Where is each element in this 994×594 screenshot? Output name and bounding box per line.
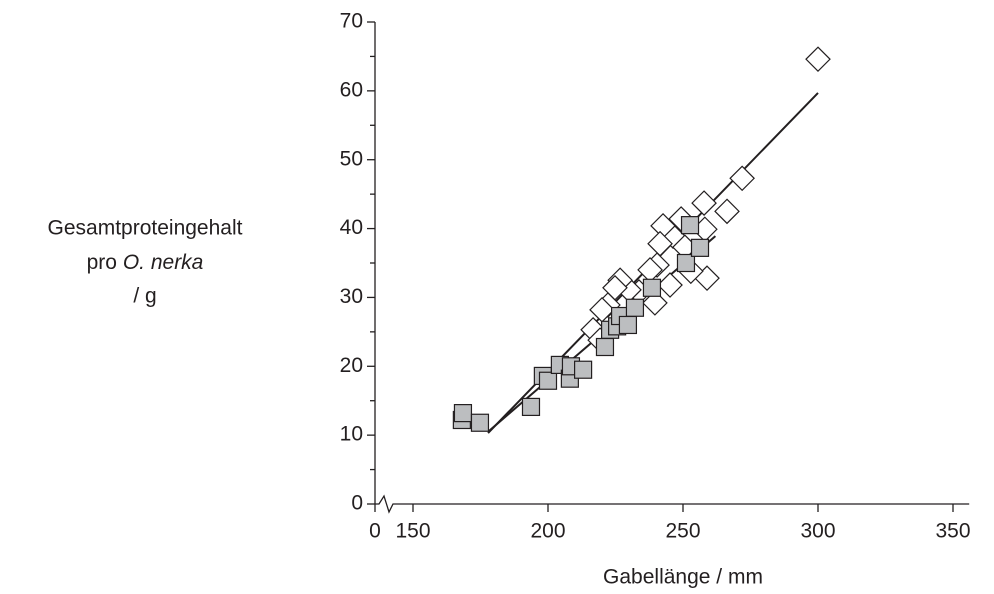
square-point [690,238,710,257]
diamond-point [642,290,668,316]
y-axis-label: Gesamtproteingehalt [48,217,243,240]
x-axis-label: Gabellänge / mm [603,566,763,589]
x-axis [375,494,970,514]
x-tick-label: 350 [935,520,970,543]
diamond-point [691,190,717,216]
square-point [470,413,490,432]
plot-area: 0 10 20 30 40 50 60 70 0 150 200 250 300 350 [340,10,971,543]
square-point [618,315,638,335]
square-point [625,298,645,317]
y-axis-label: / g [133,285,156,308]
y-axis-label: pro O. nerka [87,251,204,274]
y-tick-label: 0 [351,492,363,515]
y-axis-label-italic: O. nerka [123,251,204,274]
diamond-point [714,198,740,225]
square-point [680,216,700,235]
y-tick-label: 10 [340,423,363,446]
diamond-point [805,46,831,73]
x-tick-label: 200 [530,520,565,543]
square-point [676,253,696,273]
x-tick-label: 300 [800,520,835,543]
square-point [573,360,593,379]
x-tick-label: 0 [369,520,381,543]
y-tick-label: 60 [340,78,363,101]
y-tick-label: 20 [340,354,363,377]
x-tick-label: 250 [665,520,700,543]
y-axis-label-part: pro [87,251,117,274]
square-point [595,337,615,357]
y-tick-label: 50 [340,147,363,170]
y-tick-label: 70 [340,10,363,33]
x-tick-label: 150 [395,520,430,543]
y-tick-label: 40 [340,216,363,239]
square-point [642,278,662,297]
square-point [453,404,473,423]
diamond-point [729,165,755,192]
diamond-point [657,272,683,298]
y-tick-label: 30 [340,285,363,308]
square-point [538,371,558,390]
square-point [521,397,541,417]
